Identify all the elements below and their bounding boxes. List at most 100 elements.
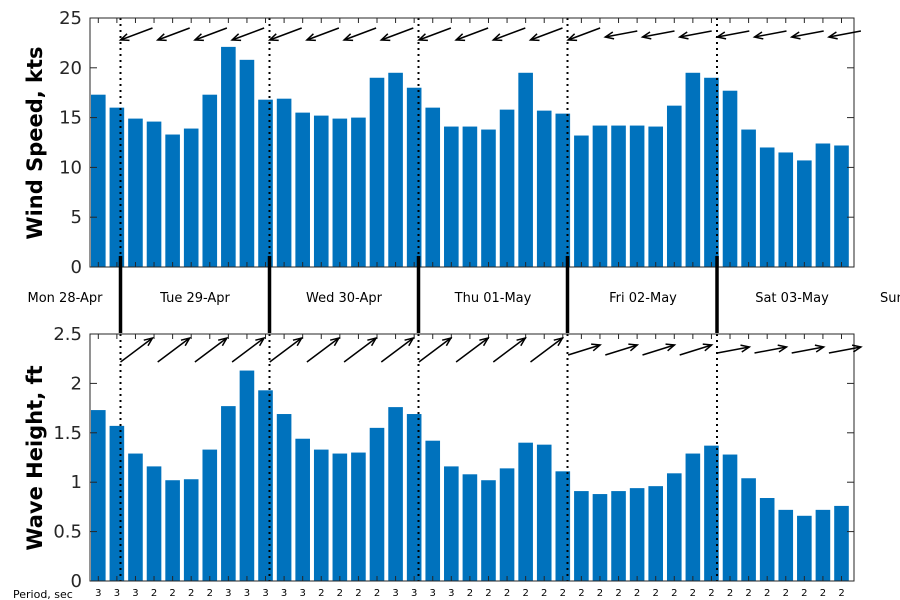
wind-bar (91, 94, 106, 267)
wave-bar (741, 478, 756, 581)
wind-direction-arrow (642, 30, 675, 38)
wave-arrow-head (628, 343, 640, 352)
wave-arrow-head (740, 344, 752, 353)
wave-bar (332, 453, 348, 581)
wind-direction-arrow (455, 27, 489, 41)
wave-direction-arrow (828, 346, 862, 354)
wave-arrow-head (255, 336, 266, 347)
wind-direction-arrow (567, 27, 601, 41)
period-value: 2 (578, 588, 584, 599)
wave-arrow-head (777, 344, 789, 353)
wind-bar (704, 77, 719, 267)
period-value: 2 (188, 588, 194, 599)
wind-bar (202, 94, 218, 267)
wind-bar (481, 129, 496, 267)
wave-bar (295, 438, 310, 581)
wave-bar (722, 454, 738, 581)
wind-ytick-label: 20 (59, 58, 82, 79)
wave-bar (444, 466, 459, 581)
wind-direction-arrow (530, 27, 563, 41)
wind-bar (183, 128, 199, 267)
period-value: 2 (207, 588, 213, 599)
period-value: 2 (355, 588, 361, 599)
wave-bar (258, 390, 273, 581)
period-value: 2 (708, 588, 714, 599)
wind-bar (629, 125, 645, 267)
wind-bar (834, 145, 849, 267)
period-value: 2 (560, 588, 566, 599)
wave-bar (704, 445, 719, 581)
wind-bar (499, 109, 515, 267)
wave-direction-arrow (120, 337, 153, 363)
wave-bar (815, 509, 831, 581)
wave-arrow-head (217, 336, 229, 347)
period-value: 2 (504, 588, 510, 599)
wind-bar (388, 72, 403, 267)
wind-bar (611, 125, 626, 267)
wave-bar (313, 449, 329, 581)
wave-direction-arrow (157, 337, 191, 363)
period-value: 2 (820, 588, 826, 599)
wind-bar (146, 121, 162, 267)
period-value: 2 (783, 588, 789, 599)
wind-direction-arrow (418, 27, 452, 41)
wave-axes-frame (89, 333, 855, 582)
wave-arrow-head (367, 336, 378, 347)
wind-direction-arrow (231, 27, 265, 41)
period-value: 3 (430, 588, 436, 599)
period-value: 3 (281, 588, 287, 599)
wave-arrow-head (516, 336, 527, 347)
wave-bar (481, 480, 496, 581)
wind-bar (276, 98, 292, 268)
wave-bar (462, 474, 478, 581)
period-value: 2 (615, 588, 621, 599)
wind-arrow-head (379, 33, 391, 42)
wave-ylabel: Wave Height, ft (23, 365, 47, 550)
wave-arrow-head (292, 336, 304, 347)
wind-direction-arrow (791, 30, 824, 38)
wind-bar (797, 160, 812, 267)
period-value: 2 (745, 588, 751, 599)
period-value: 3 (448, 588, 454, 599)
wind-speed-panel: 0 5 10 15 20 25 (59, 8, 862, 278)
wave-bar (648, 486, 663, 581)
wind-arrow-head (118, 33, 130, 42)
wave-direction-arrow (642, 344, 675, 356)
wave-bar (388, 407, 403, 581)
wind-bar (369, 77, 385, 267)
wind-arrow-head (603, 31, 615, 40)
period-value: 3 (225, 588, 231, 599)
period-value: 2 (597, 588, 603, 599)
wave-ytick-label: 0 (71, 571, 82, 592)
wind-bar (555, 113, 571, 268)
wave-bar (499, 468, 515, 581)
period-value: 2 (522, 588, 528, 599)
period-value: 2 (801, 588, 807, 599)
period-value: 2 (318, 588, 324, 599)
wind-arrow-head (230, 33, 242, 42)
wind-direction-arrow (120, 27, 153, 41)
wave-direction-arrow (605, 344, 638, 356)
wind-bar (518, 72, 533, 267)
wind-ytick-label: 10 (59, 157, 82, 178)
wave-bar (239, 370, 255, 581)
wind-arrow-head (677, 31, 689, 40)
wind-direction-arrow (306, 27, 340, 41)
wind-arrow-head (640, 31, 652, 40)
day-label: Tue 29-Apr (159, 291, 230, 306)
wave-direction-arrow (455, 337, 489, 363)
wave-direction-arrow (380, 337, 414, 363)
day-label: Wed 30-Apr (306, 291, 383, 306)
wave-ytick-label: 0.5 (53, 522, 82, 543)
wave-arrow-head (404, 336, 415, 347)
wind-arrow-head (305, 33, 316, 42)
wind-bar (258, 99, 273, 267)
wind-bar (574, 135, 589, 267)
wind-bar (666, 105, 682, 268)
wave-arrow-head (665, 343, 677, 352)
wind-direction-arrow (381, 27, 414, 41)
wind-direction-arrow (194, 27, 228, 41)
wind-direction-arrow (493, 27, 526, 41)
wave-bar (629, 488, 645, 581)
